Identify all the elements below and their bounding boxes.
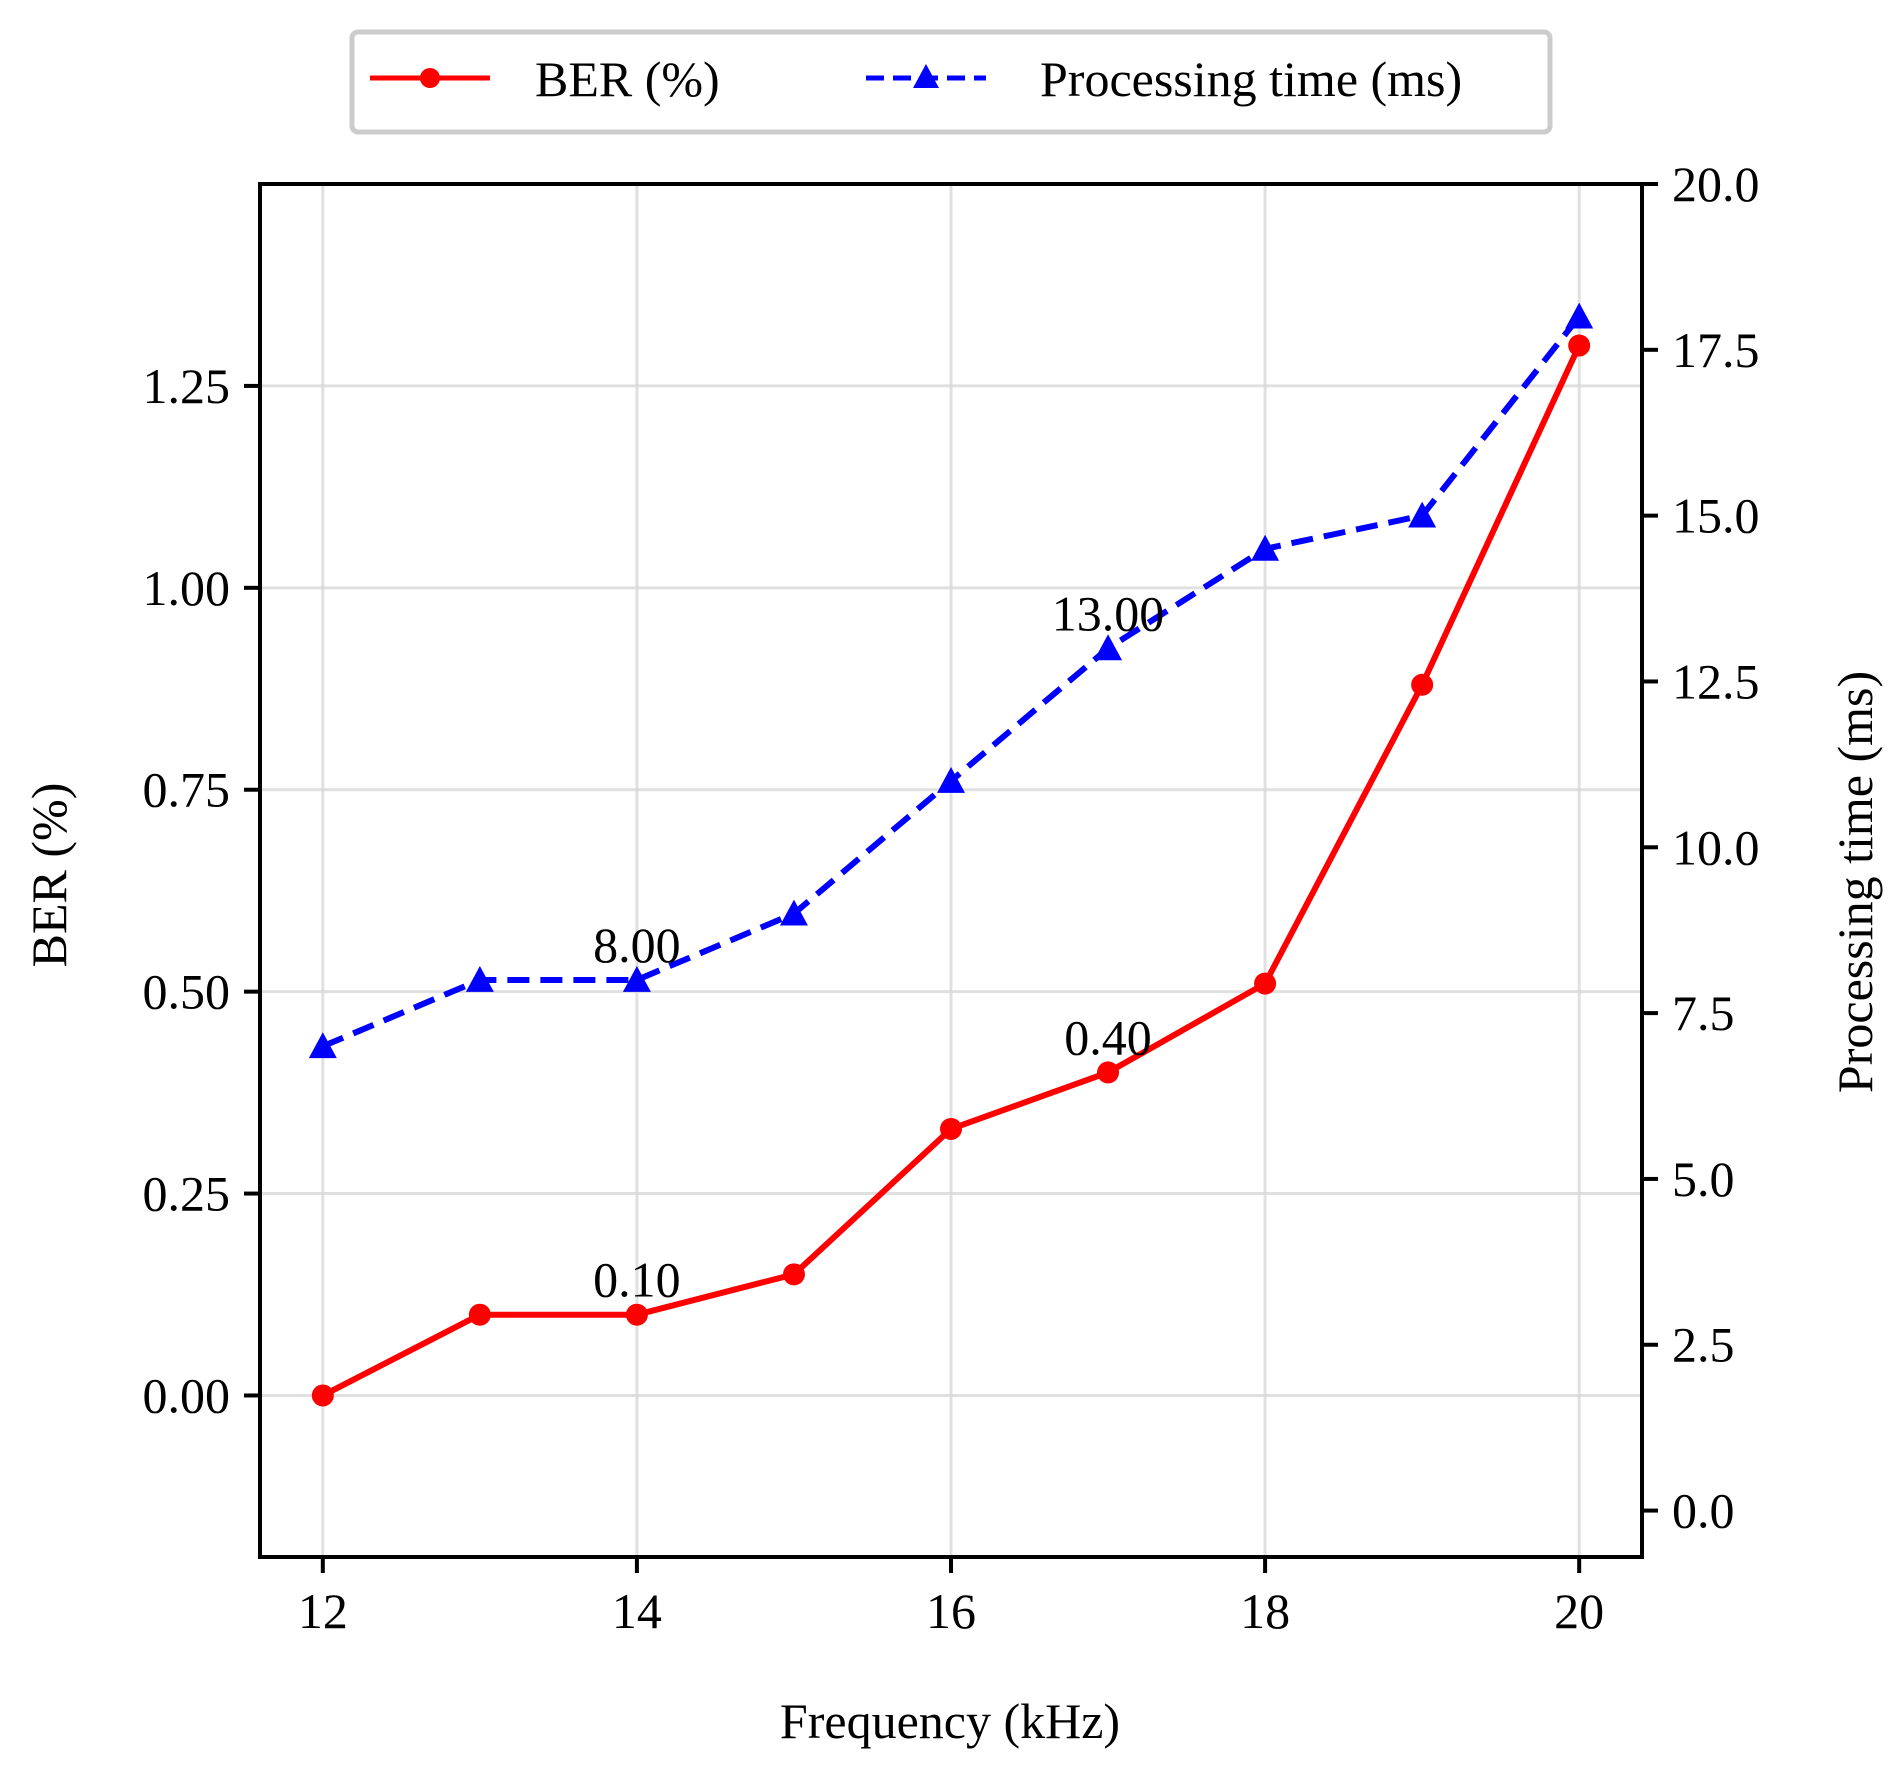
y-right-tick-label: 7.5 — [1672, 985, 1735, 1041]
series-ber — [311, 334, 1591, 1407]
y-left-tick-label: 0.75 — [143, 762, 231, 818]
processing-time-point — [1408, 501, 1437, 528]
annotations: 0.10 0.40 8.00 13.00 — [593, 585, 1164, 1307]
legend-time-marker — [913, 64, 939, 88]
y-right-tick-label: 0.0 — [1672, 1483, 1735, 1539]
processing-time-point — [937, 766, 965, 793]
grid — [260, 184, 1642, 1557]
x-tick-label: 18 — [1240, 1583, 1290, 1639]
processing-time-point — [622, 965, 651, 992]
y-right-tick-label: 15.0 — [1672, 488, 1760, 544]
ber-point — [625, 1303, 648, 1326]
x-tick-label: 12 — [298, 1583, 348, 1639]
ber-point — [1254, 972, 1277, 995]
data-label: 0.10 — [593, 1252, 681, 1308]
x-axis-title: Frequency (kHz) — [780, 1693, 1120, 1749]
data-label: 8.00 — [593, 917, 681, 973]
legend-time-label: Processing time (ms) — [1040, 51, 1462, 107]
y-right-tick-label: 17.5 — [1672, 322, 1760, 378]
ber-point — [1097, 1061, 1120, 1084]
y-right-tick-label: 5.0 — [1672, 1151, 1735, 1207]
x-tick-label: 14 — [612, 1583, 662, 1639]
y-axis-right-title: Processing time (ms) — [1827, 671, 1883, 1093]
processing-time-point — [779, 899, 808, 926]
ber-point — [940, 1117, 962, 1140]
y-right-tick-label: 20.0 — [1672, 156, 1760, 212]
data-label: 13.00 — [1052, 585, 1165, 641]
y-axis-left-title: BER (%) — [21, 783, 77, 968]
processing-time-point — [1094, 634, 1123, 661]
x-tick-label: 16 — [926, 1583, 976, 1639]
y-axis-right: 0.0 2.5 5.0 7.5 10.0 12.5 15.0 17.5 20.0 — [1642, 156, 1760, 1539]
y-right-tick-label: 10.0 — [1672, 819, 1760, 875]
series-processing-time — [308, 302, 1594, 1059]
data-label: 0.40 — [1064, 1009, 1152, 1065]
series — [308, 302, 1594, 1407]
ber-point — [468, 1303, 491, 1326]
legend-box — [349, 29, 1553, 135]
legend: BER (%) Processing time (ms) — [349, 29, 1553, 135]
y-left-tick-label: 1.00 — [143, 560, 231, 616]
processing-time-point — [1251, 534, 1280, 561]
x-axis: 12 14 16 18 20 — [298, 1557, 1604, 1639]
processing-time-point — [465, 965, 494, 992]
legend-ber-marker — [420, 68, 440, 88]
ber-point — [782, 1263, 805, 1286]
y-left-tick-label: 0.50 — [143, 964, 231, 1020]
ber-point — [311, 1384, 334, 1407]
processing-time-point — [1565, 302, 1594, 329]
y-right-tick-label: 12.5 — [1672, 653, 1760, 709]
y-left-tick-label: 0.00 — [143, 1367, 231, 1423]
legend-ber-label: BER (%) — [535, 51, 720, 107]
y-left-tick-label: 1.25 — [143, 358, 231, 414]
y-axis-left: 0.00 0.25 0.50 0.75 1.00 1.25 — [143, 358, 260, 1423]
ber-point — [1568, 334, 1591, 357]
ber-point — [1411, 673, 1434, 696]
processing-time-point — [308, 1032, 337, 1059]
y-left-tick-label: 0.25 — [143, 1166, 231, 1222]
x-tick-label: 20 — [1554, 1583, 1604, 1639]
y-right-tick-label: 2.5 — [1672, 1317, 1735, 1373]
